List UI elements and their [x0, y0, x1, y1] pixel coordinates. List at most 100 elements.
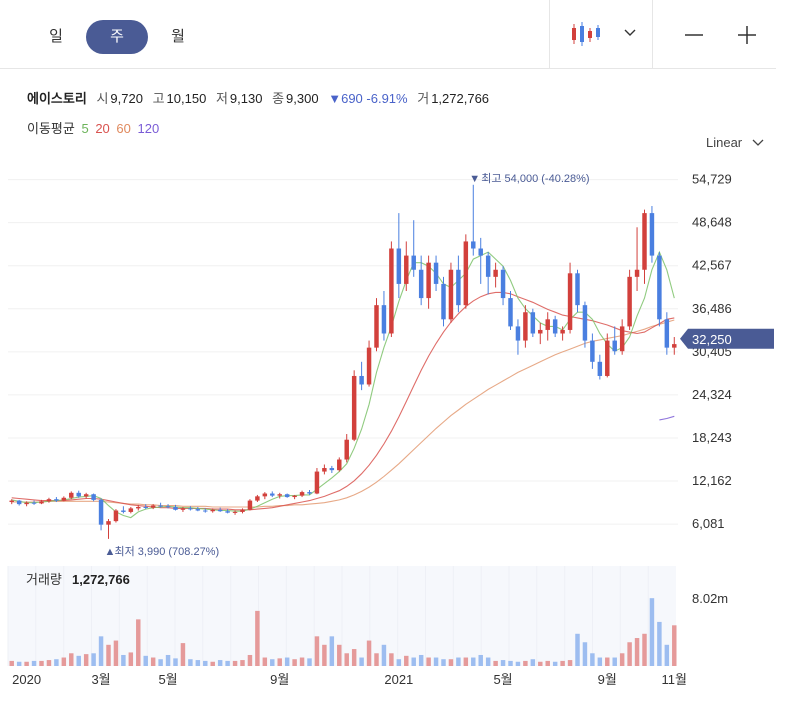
candle	[217, 509, 223, 512]
candle	[106, 521, 111, 525]
volume-bar	[61, 657, 67, 666]
plus-icon[interactable]	[737, 25, 757, 45]
candle	[158, 505, 163, 507]
candle	[396, 248, 402, 284]
tab-day[interactable]: 일	[49, 28, 63, 45]
candle	[619, 326, 625, 352]
volume-bar	[433, 657, 439, 666]
minus-icon[interactable]	[684, 25, 704, 45]
tab-week[interactable]: 주	[86, 20, 148, 54]
volume-bar	[299, 657, 305, 666]
volume-bar	[485, 657, 491, 666]
candle	[478, 248, 483, 256]
chevron-down-icon[interactable]	[623, 26, 637, 38]
candle	[180, 508, 186, 510]
volume-max-label: 8.02m	[692, 591, 728, 606]
volume-value: 1,272,766	[72, 572, 130, 587]
candle	[46, 499, 52, 502]
low-marker: ▲	[105, 546, 116, 558]
volume-bar	[329, 636, 335, 666]
x-tick-label: 3월	[91, 672, 110, 687]
period-toolbar: 일 주 월	[0, 0, 776, 69]
volume-bar	[322, 644, 327, 666]
volume-bar	[232, 660, 238, 666]
current-price-label: 32,250	[692, 332, 732, 347]
candle	[262, 493, 268, 497]
ma-20: 20	[95, 121, 110, 136]
volume-bar	[83, 654, 89, 666]
volume-bar	[396, 659, 402, 666]
candle	[575, 273, 580, 306]
candle	[329, 468, 335, 471]
volume-bar	[9, 660, 14, 666]
candle	[284, 494, 290, 498]
moving-average-legend: 이동평균 5 20 60 120	[27, 118, 159, 137]
candle	[448, 269, 454, 320]
y-tick-label: 48,648	[692, 215, 732, 230]
candle	[657, 255, 662, 320]
ma20-line	[11, 291, 675, 511]
candle	[83, 494, 89, 497]
volume-bar	[500, 660, 506, 666]
tab-month[interactable]: 월	[171, 28, 185, 45]
candle	[337, 459, 342, 471]
candle	[389, 248, 394, 334]
scale-label: Linear	[706, 135, 743, 150]
high-value: 10,150	[166, 91, 207, 106]
candle	[121, 510, 126, 512]
candle	[165, 506, 171, 508]
y-tick-label: 24,324	[692, 387, 732, 402]
candle	[560, 329, 565, 334]
volume-bar	[106, 644, 111, 666]
volume-bar	[307, 658, 312, 666]
volume-bar	[292, 659, 297, 666]
candle	[150, 505, 156, 508]
volume-bar	[381, 644, 387, 666]
y-tick-label: 36,486	[692, 301, 732, 316]
candle	[411, 255, 416, 270]
candle	[232, 511, 238, 513]
candlestick-icon[interactable]	[568, 20, 604, 48]
candle	[136, 506, 141, 509]
y-tick-label: 42,567	[692, 258, 732, 273]
candle	[277, 494, 282, 496]
ma-60: 60	[116, 121, 131, 136]
candle	[426, 262, 431, 299]
candle	[344, 439, 349, 460]
volume-bar	[121, 654, 126, 666]
candle	[485, 255, 491, 277]
ma60-line	[11, 319, 675, 508]
x-tick-label: 2021	[384, 672, 413, 687]
candle	[91, 494, 96, 500]
x-tick-label: 5월	[158, 672, 177, 687]
candle	[247, 500, 253, 510]
volume-bar	[16, 661, 22, 666]
volume-bar	[657, 621, 662, 666]
divider	[549, 0, 550, 68]
low-annotation: 최저 3,990 (708.27%)	[115, 545, 220, 558]
candle	[270, 493, 275, 496]
divider	[652, 0, 653, 68]
candle	[322, 468, 327, 472]
volume-bar	[359, 657, 364, 666]
volume-bar	[143, 655, 148, 666]
volume-bar	[270, 659, 275, 666]
candle	[404, 255, 409, 284]
volume-bar	[24, 661, 29, 666]
candle	[381, 305, 387, 334]
candle	[523, 312, 528, 341]
open-label: 시	[96, 91, 109, 106]
volume-bar	[627, 642, 632, 666]
volume-bar	[456, 657, 461, 666]
volume-label: 거	[417, 91, 430, 106]
candle	[188, 508, 193, 510]
volume-bar	[240, 660, 245, 666]
scale-selector[interactable]: Linear	[706, 135, 764, 150]
volume-bar	[418, 654, 424, 666]
high-marker: ▼	[469, 173, 480, 185]
volume-bar	[619, 653, 625, 666]
volume-bar	[158, 659, 163, 666]
volume-bar	[180, 643, 186, 666]
volume-bar	[560, 660, 565, 666]
candle	[240, 509, 245, 512]
